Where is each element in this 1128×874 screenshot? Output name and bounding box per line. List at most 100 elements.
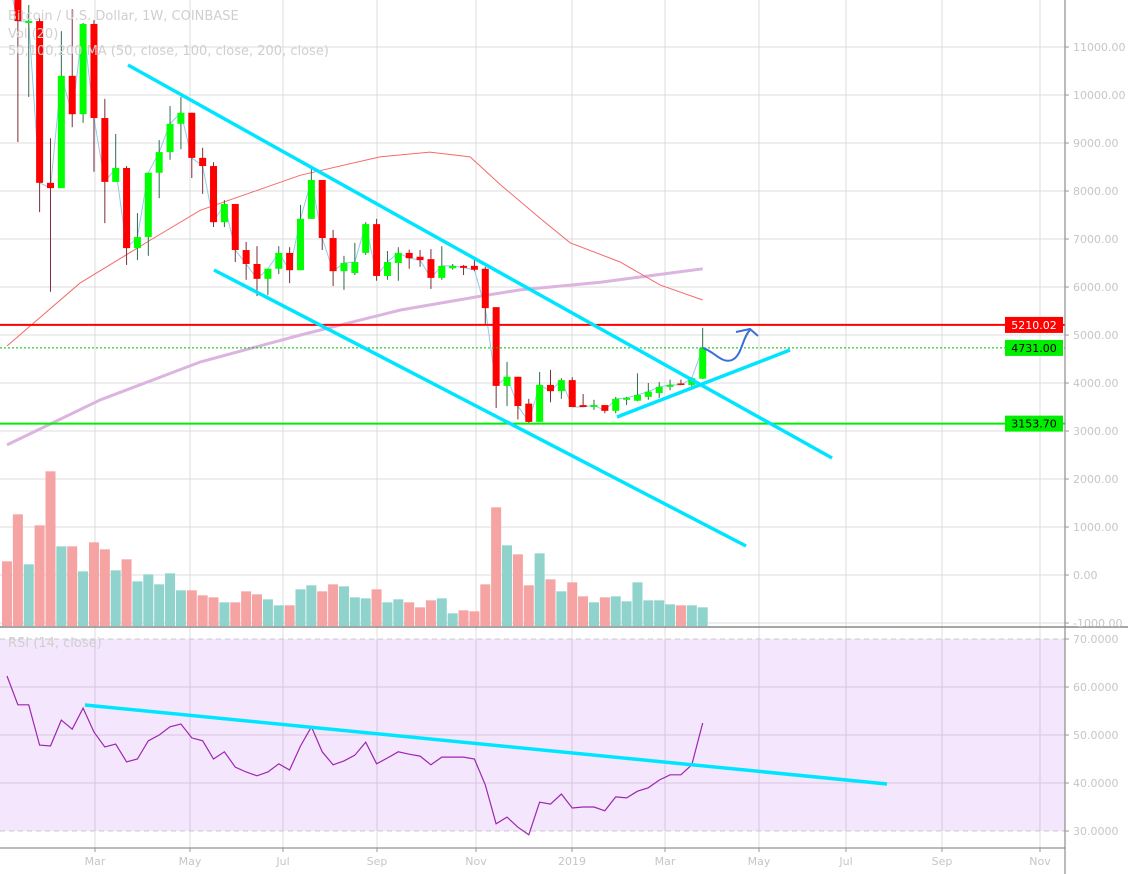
volume-bar [567,582,578,626]
volume-bar [295,589,306,626]
candle-body [123,167,131,249]
volume-bar [393,599,404,626]
candle-body [503,376,511,386]
volume-bar [425,600,436,626]
candle-body [231,203,239,251]
time-tick-label: Nov [465,855,487,868]
volume-bar [230,602,241,626]
volume-bar [241,591,252,626]
candle-body [438,265,446,278]
candle-body [242,250,250,264]
volume-bar [175,590,186,626]
rsi-grid [0,638,1065,832]
volume-bar [56,546,67,626]
candle-body [362,224,370,253]
candle-body [25,21,33,23]
rsi-series [6,675,888,836]
price-tick-label: 3000.00 [1073,425,1119,438]
price-tick-label: 8000.00 [1073,185,1119,198]
candle-body [264,268,272,279]
price-tick-label: 6000.00 [1073,281,1119,294]
rsi-tick-label: 50.0000 [1073,729,1119,742]
candle-body [177,112,185,124]
time-tick-label: May [179,855,202,868]
candle-body [568,380,576,407]
volume-bar [523,585,534,626]
candle-body [677,383,685,385]
candle-body [525,403,533,422]
volume-bar [545,579,556,626]
volume-bar [110,570,121,626]
last-price-tag [1005,339,1063,356]
volume-bar [12,514,23,626]
time-tick-label: May [748,855,771,868]
ma-legend: 50,100,200 MA (50, close, 100, close, 20… [8,44,329,59]
volume-bar [404,602,415,626]
candle-body [329,238,337,272]
volume-bar [252,594,263,626]
rsi-tick-label: 40.0000 [1073,777,1119,790]
time-tick-label: Nov [1029,855,1051,868]
volume-bar [415,607,426,626]
trendline [616,348,791,419]
chart-title: Bitcoin / U.S. Dollar, 1W, COINBASE [8,9,239,24]
rsi-trendline [84,703,888,786]
candle-body [633,395,641,401]
candle-body [210,166,218,223]
price-tick-label: 0.00 [1073,569,1098,582]
price-tick-label: 4000.00 [1073,377,1119,390]
volume-bar [447,613,458,626]
candle-body [68,75,76,115]
candle-body [699,347,707,379]
candle-body [155,152,163,173]
volume-bar [67,546,78,626]
volume-bar [371,589,382,626]
volume-bar [512,554,523,626]
volume-bar [632,582,643,626]
volume-bar [284,605,295,626]
volume-legend: Vol (20) [8,27,59,42]
candle-body [373,224,381,276]
volume-bar [654,600,665,626]
volume-bar [502,545,513,626]
candle-body [36,21,44,183]
candle-body [449,265,457,269]
volume-bar [2,561,12,626]
candle-body [655,386,663,394]
candle-body [514,376,522,407]
volume-bar [578,596,589,626]
candle-body [601,405,609,411]
time-tick-label: Jul [838,855,852,868]
price-tick-label: 5000.00 [1073,329,1119,342]
trendline [127,63,833,460]
arrow-head-icon [735,327,759,337]
price-tick-label: 2000.00 [1073,473,1119,486]
volume-bar [219,602,230,626]
volume-bar [697,607,708,626]
volume-bar [643,600,654,626]
last-price-label: 4731.00 [1011,342,1057,355]
grid [0,0,1065,848]
candle-body [383,262,391,276]
candles [14,0,707,423]
candle-body [405,252,413,259]
candle-body [644,391,652,397]
volume-bar [143,574,154,626]
ma50-line [6,151,703,347]
volume-bar [665,604,676,626]
moving-averages [6,0,704,447]
volume-bar [132,581,143,626]
volume-bar [610,596,621,626]
candle-body [590,405,598,407]
support-price-tag [1005,415,1063,432]
volume-bar [121,559,132,626]
candle-body [612,398,620,411]
resistance-price-tag [1005,316,1063,333]
rsi-tick-label: 60.0000 [1073,681,1119,694]
rsi-legend: RSI (14, close) [8,636,102,651]
volume-bar [262,599,273,626]
rsi-tick-label: 70.0000 [1073,633,1119,646]
drawings[interactable] [127,63,833,548]
